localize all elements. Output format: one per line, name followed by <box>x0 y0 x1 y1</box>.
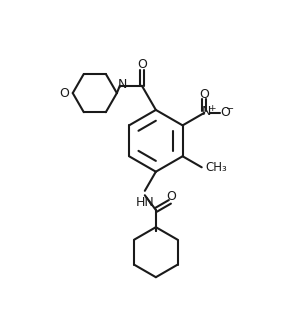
Text: O: O <box>137 58 147 71</box>
Text: O: O <box>199 88 209 101</box>
Text: −: − <box>226 104 234 114</box>
Text: O: O <box>220 106 230 119</box>
Text: N: N <box>118 78 127 91</box>
Text: +: + <box>208 104 215 113</box>
Text: N: N <box>202 105 211 118</box>
Text: HN: HN <box>135 196 154 209</box>
Text: CH₃: CH₃ <box>206 161 228 174</box>
Text: O: O <box>59 87 69 100</box>
Text: O: O <box>166 190 176 203</box>
